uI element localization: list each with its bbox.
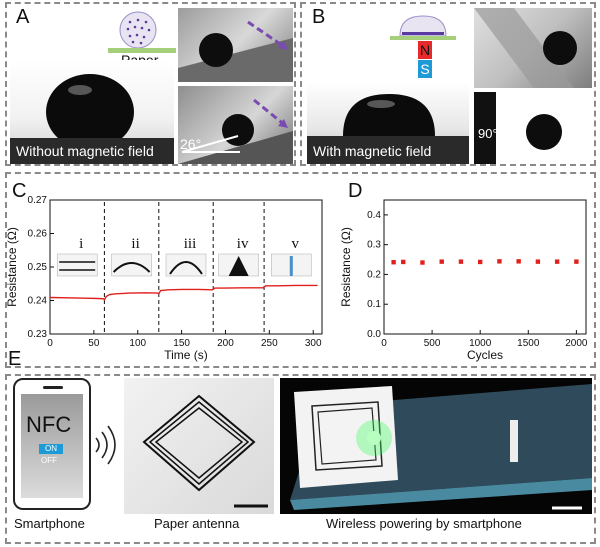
paper-schematic-a [108, 10, 178, 64]
y-axis-label: Resistance (Ω) [5, 227, 19, 307]
droplet-on-paper-diagram [108, 11, 176, 53]
angle-26-label: 26° [180, 136, 202, 152]
droplet-sphere-a [10, 74, 174, 164]
panel-cd-frame [5, 172, 596, 368]
tilt-scene-b1 [474, 8, 577, 88]
y-tick-label: 0.0 [367, 329, 381, 340]
droplet-flattened-diagram [390, 15, 456, 40]
inset-iv-fold [228, 256, 249, 276]
x-tick-label: 0 [47, 338, 53, 349]
tilted-photo-a-top [178, 8, 293, 82]
antenna-coil [142, 394, 268, 508]
smartphone-label: Smartphone [14, 516, 85, 531]
nfc-on-toggle: ON [39, 444, 63, 454]
caption-without-field: Without magnetic field [16, 143, 154, 159]
y-tick-label: 0.3 [367, 240, 381, 251]
paper-antenna-photo [124, 378, 274, 514]
plot-frame [383, 199, 587, 335]
y-tick-label: 0.24 [28, 296, 48, 307]
phone-screen: NFC ON OFF [21, 394, 83, 498]
x-tick-label: 50 [88, 338, 100, 349]
magnet-schematic: N S [388, 10, 458, 82]
panel-b-frame [300, 2, 596, 166]
x-tick-label: 0 [381, 338, 387, 349]
tilted-photo-a-bottom: 26° [178, 86, 293, 164]
inset-ii-bend [112, 262, 151, 273]
x-tick-label: 100 [129, 338, 146, 349]
cycle-data-point [554, 259, 560, 264]
nfc-wave-icon [95, 425, 116, 465]
wireless-powering-photo [280, 378, 592, 514]
tilt-scene-a2 [178, 98, 293, 164]
droplet-flat-b [307, 94, 469, 164]
cycle-data-point [391, 260, 396, 265]
resistance-series-line [49, 284, 318, 302]
cycle-data-point [574, 259, 579, 264]
magnet-south: S [418, 60, 432, 78]
cycle-data-point [477, 259, 483, 265]
magnet-north-label: N [419, 42, 431, 58]
y-tick-label: 0.27 [28, 195, 48, 206]
panel-e-frame [5, 374, 596, 544]
panel-c-label: C [12, 180, 27, 202]
y-tick-label: 0.2 [367, 269, 381, 280]
y-axis-label: Resistance (Ω) [339, 227, 353, 307]
x-axis-label: Time (s) [164, 348, 208, 362]
y-tick-label: 0.4 [367, 210, 381, 221]
angle-90-label: 90° [478, 126, 498, 141]
nfc-text: NFC [26, 412, 72, 437]
tilted-photo-b-top [474, 8, 592, 88]
stage-label-iv: iv [237, 236, 249, 252]
stage-label-v: v [292, 236, 300, 252]
stage-inset-i [56, 253, 98, 277]
x-tick-label: 1000 [469, 338, 492, 349]
phone-speaker [43, 386, 63, 389]
cycle-data-point [439, 259, 444, 264]
paper-antenna-label: Paper antenna [154, 516, 240, 531]
smartphone-illustration: NFC ON OFF [13, 378, 91, 510]
cycle-data-point [516, 259, 521, 264]
x-tick-label: 250 [261, 338, 278, 349]
droplet-photo-with-field: With magnetic field [307, 82, 469, 164]
stage-inset-ii [111, 253, 152, 277]
stage-label-i: i [79, 236, 83, 252]
inset-iii-bend [169, 261, 203, 275]
chart-d-resistance-vs-cycles: 0 500 1000 1500 2000 0.0 0.1 0.2 0.3 0.4 Cycles Res… [339, 199, 588, 362]
cycle-data-point [535, 259, 541, 264]
tilt-scene-a1 [178, 20, 293, 82]
panel-a-frame [5, 2, 296, 166]
x-tick-label: 1500 [517, 338, 540, 349]
x-tick-label: 300 [305, 338, 322, 349]
panel-a-label: A [16, 6, 30, 28]
y-tick-label: 0.26 [28, 229, 48, 240]
panel-e-label: E [8, 348, 22, 370]
tilt-scene-b2 [474, 92, 562, 164]
vertical-photo-b: 90° [474, 92, 592, 164]
caption-with-field: With magnetic field [313, 143, 432, 159]
magnet-south-label: S [420, 61, 430, 77]
panel-b-label: B [312, 6, 326, 28]
y-tick-label: 0.25 [28, 262, 48, 273]
cycle-data-point [497, 259, 502, 264]
x-tick-label: 150 [173, 338, 190, 349]
y-tick-label: 0.1 [367, 299, 381, 310]
chart-c-resistance-vs-time: 0 50 100 150 200 250 300 0.23 0.24 0.25 0.26 0.27 Ti… [5, 195, 323, 362]
panel-d-label: D [348, 180, 363, 202]
stage-inset-iii [165, 253, 207, 277]
x-tick-label: 2000 [565, 338, 588, 349]
cycle-data-point [420, 260, 425, 265]
wireless-powering-label: Wireless powering by smartphone [326, 516, 522, 531]
stage-label-iii: iii [184, 236, 197, 252]
nfc-off-label: OFF [41, 456, 57, 465]
y-tick-label: 0.23 [28, 329, 48, 340]
phone-with-antenna-scene [290, 384, 592, 510]
cycle-data-point [401, 259, 406, 265]
x-axis-label: Cycles [467, 348, 503, 362]
x-tick-label: 200 [217, 338, 234, 349]
cycle-data-point [458, 259, 464, 264]
x-tick-label: 500 [424, 338, 441, 349]
magnet-north: N [418, 41, 432, 59]
droplet-photo-no-field: Without magnetic field [10, 60, 174, 164]
stage-label-ii: ii [131, 236, 139, 252]
